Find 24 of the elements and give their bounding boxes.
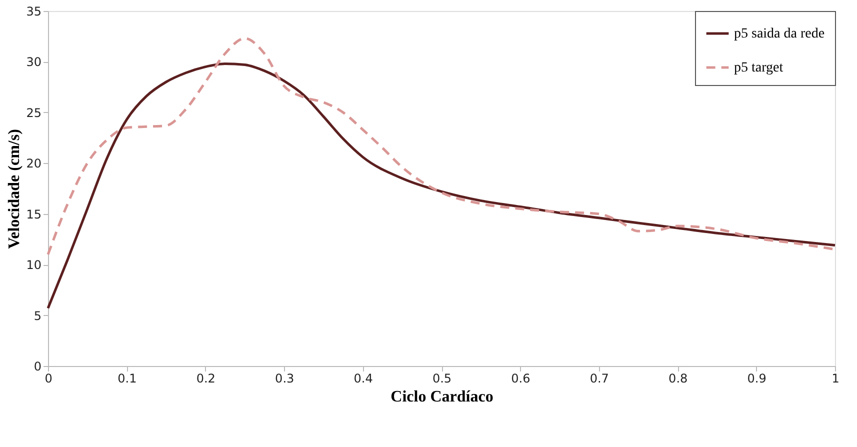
x-tick-label: 0.2 <box>196 372 216 386</box>
y-tick-label: 25 <box>26 106 42 120</box>
y-tick-label: 10 <box>26 258 42 272</box>
x-tick-label: 0 <box>44 372 52 386</box>
line-series <box>46 62 836 310</box>
x-tick-label: 0.3 <box>275 372 294 386</box>
y-axis-title: Velocidade (cm/s) <box>6 129 24 249</box>
y-tick-label: 20 <box>26 156 42 171</box>
y-tick-label: 35 <box>26 4 42 18</box>
x-tick-label: 0.8 <box>668 372 688 386</box>
x-tick-label: 0.7 <box>590 372 609 386</box>
x-tick-label: 1 <box>832 372 840 386</box>
x-tick-label: 0.6 <box>511 372 530 386</box>
x-axis-title: Ciclo Cardíaco <box>390 388 494 406</box>
y-tick-label: 15 <box>26 207 42 222</box>
x-tick-label: 0.1 <box>118 372 137 386</box>
x-tick-label: 0.4 <box>354 372 373 386</box>
y-tick-label: 30 <box>26 55 42 70</box>
y-tick-label: 0 <box>34 360 42 374</box>
x-tick-label: 0.9 <box>747 372 766 386</box>
legend-label: p5 target <box>734 60 784 76</box>
y-tick-label: 5 <box>34 308 42 323</box>
legend-label: p5 saida da rede <box>734 26 825 42</box>
x-tick-label: 0.5 <box>432 372 452 386</box>
